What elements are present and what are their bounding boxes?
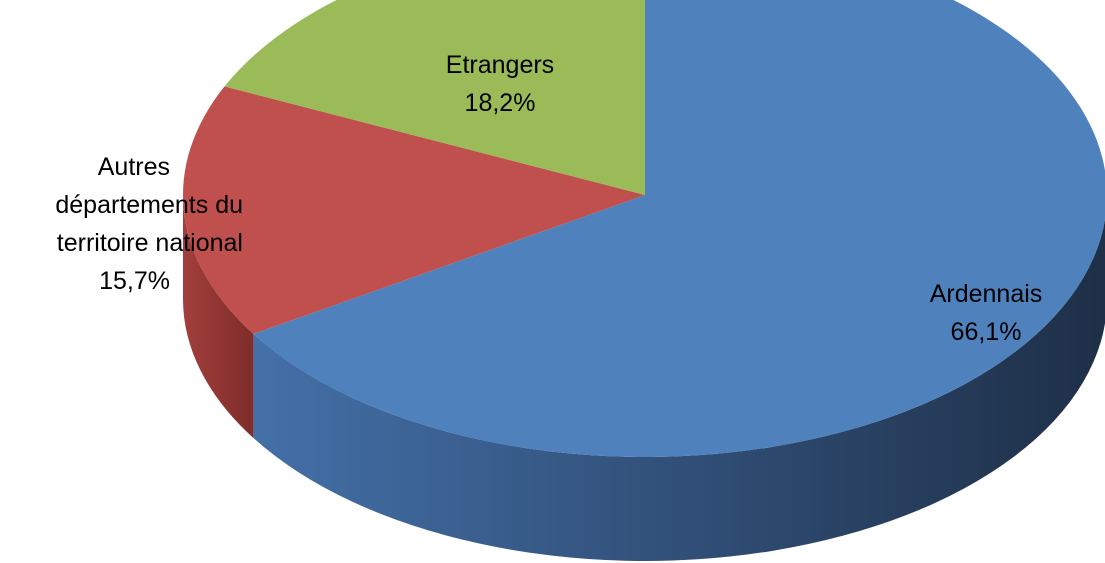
pie-slice-etrangers [224, 0, 645, 195]
label-ardennais-name: Ardennais [930, 280, 1043, 308]
label-etrangers-value: 18,2% [465, 89, 536, 117]
label-ardennais-value: 66,1% [951, 318, 1022, 346]
label-autres-line2: départements du [55, 191, 243, 219]
label-ardennais: Ardennais 66,1% [930, 280, 1043, 346]
pie-side-ardennais [253, 218, 1105, 561]
label-etrangers: Etrangers 18,2% [446, 51, 554, 117]
pie-slices [182, 0, 1105, 457]
pie-slice-autres [182, 86, 645, 334]
label-etrangers-name: Etrangers [446, 51, 554, 79]
label-autres: Autres départements du territoire nation… [55, 153, 243, 295]
pie-slice-ardennais [253, 0, 1105, 457]
label-autres-line3: territoire national [57, 229, 243, 257]
label-autres-value: 15,7% [99, 267, 170, 295]
pie-side-autres [183, 195, 254, 438]
pie-sides [183, 195, 1105, 561]
label-autres-line1: Autres [98, 153, 170, 181]
